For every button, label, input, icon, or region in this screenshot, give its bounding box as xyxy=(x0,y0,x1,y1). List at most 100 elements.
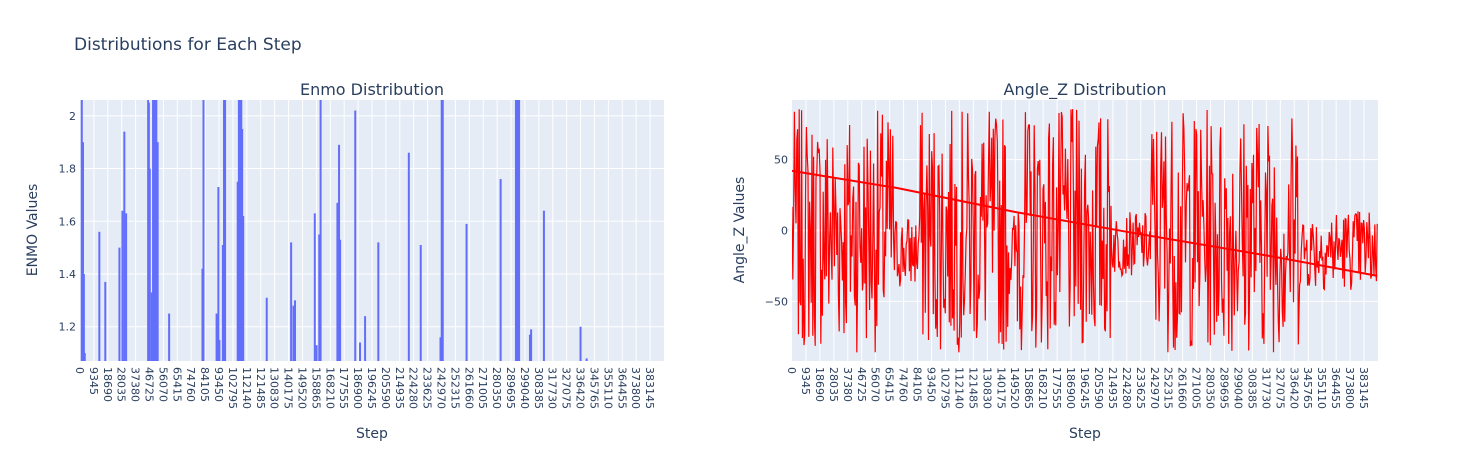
enmo-bar xyxy=(236,181,239,361)
x-tick-label: 280350 xyxy=(490,367,503,409)
enmo-bar xyxy=(354,110,357,361)
x-tick-label: 158865 xyxy=(309,367,322,409)
figure-title: Distributions for Each Step xyxy=(74,35,302,55)
enmo-bar xyxy=(514,100,517,361)
enmo-bar xyxy=(168,313,171,361)
x-tick-label: 102795 xyxy=(226,367,239,409)
x-tick-label: 327075 xyxy=(1273,367,1286,409)
x-tick-label: 364455 xyxy=(1329,367,1342,409)
x-tick-label: 214935 xyxy=(393,367,406,409)
x-tick-label: 233625 xyxy=(1134,367,1147,409)
x-tick-label: 37380 xyxy=(841,367,854,402)
enmo-bar xyxy=(241,129,244,361)
x-tick-label: 46725 xyxy=(143,367,156,402)
enmo-bar xyxy=(585,358,588,361)
enmo-bar xyxy=(530,329,533,361)
x-tick-label: 177555 xyxy=(1050,367,1063,409)
x-tick-label: 168210 xyxy=(1036,367,1049,409)
enmo-bar xyxy=(82,274,85,361)
enmo-bar xyxy=(517,100,520,361)
enmo-bar xyxy=(339,239,342,361)
x-tick-label: 317730 xyxy=(546,367,559,409)
x-tick-label: 65415 xyxy=(170,367,183,402)
enmo-bar xyxy=(215,313,218,361)
x-tick-label: 0 xyxy=(73,367,86,374)
x-tick-label: 308385 xyxy=(1245,367,1258,409)
x-tick-label: 373800 xyxy=(1343,367,1356,409)
x-tick-label: 261660 xyxy=(462,367,475,409)
x-tick-label: 149520 xyxy=(1008,367,1021,409)
angle-series-line xyxy=(792,109,1378,353)
x-tick-label: 196245 xyxy=(365,367,378,409)
enmo-bar xyxy=(155,100,158,361)
x-tick-label: 271005 xyxy=(1190,367,1203,409)
x-tick-label: 18690 xyxy=(813,367,826,402)
y-tick-label: 2 xyxy=(69,110,76,123)
x-tick-label: 74760 xyxy=(897,367,910,402)
enmo-bar xyxy=(156,142,159,361)
x-tick-label: 9345 xyxy=(87,367,100,395)
enmo-bar xyxy=(239,100,242,361)
x-tick-label: 93450 xyxy=(925,367,938,402)
enmo-bar xyxy=(441,100,444,361)
x-tick-label: 130830 xyxy=(980,367,993,409)
enmo-bar xyxy=(465,223,468,361)
enmo-bar xyxy=(80,100,83,361)
enmo-bar xyxy=(292,305,295,361)
x-tick-label: 252315 xyxy=(1162,367,1175,409)
x-tick-label: 177555 xyxy=(337,367,350,409)
enmo-subplot: 1.2 1.4 1.6 1.8 2 0 9345 18690 28035 37380 46725 5… xyxy=(25,80,664,442)
y-tick-label: 1.8 xyxy=(59,163,77,176)
enmo-bar xyxy=(223,100,226,361)
y-tick-label: 1.6 xyxy=(59,215,77,228)
x-tick-label: 205590 xyxy=(379,367,392,409)
x-tick-label: 112140 xyxy=(952,367,965,409)
enmo-bar xyxy=(440,100,443,361)
enmo-bar xyxy=(152,100,155,361)
enmo-bar xyxy=(154,100,157,361)
enmo-bar xyxy=(579,326,582,361)
enmo-bar xyxy=(202,100,205,361)
enmo-bar xyxy=(319,100,322,361)
x-tick-label: 355110 xyxy=(1315,367,1328,409)
enmo-bar xyxy=(121,210,124,361)
x-tick-label: 121485 xyxy=(254,367,267,409)
enmo-bar xyxy=(290,242,293,361)
enmo-bar xyxy=(407,152,410,361)
enmo-subplot-title: Enmo Distribution xyxy=(300,80,444,99)
y-tick-label: 50 xyxy=(774,154,788,167)
x-tick-label: 37380 xyxy=(129,367,142,402)
enmo-bar xyxy=(153,100,156,361)
x-tick-label: 56070 xyxy=(156,367,169,402)
enmo-bar xyxy=(217,187,220,361)
enmo-bar xyxy=(237,100,240,361)
enmo-bar xyxy=(123,131,126,361)
enmo-bar xyxy=(315,345,318,361)
enmo-bar xyxy=(81,142,84,361)
x-tick-label: 383145 xyxy=(643,367,656,409)
x-tick-label: 149520 xyxy=(295,367,308,409)
x-tick-label: 317730 xyxy=(1259,367,1272,409)
x-tick-label: 9345 xyxy=(799,367,812,395)
x-tick-label: 308385 xyxy=(532,367,545,409)
x-tick-label: 121485 xyxy=(966,367,979,409)
enmo-bar xyxy=(499,179,502,361)
x-tick-label: 168210 xyxy=(323,367,336,409)
enmo-bar xyxy=(439,337,442,361)
x-tick-label: 112140 xyxy=(240,367,253,409)
enmo-bar xyxy=(104,281,107,361)
x-tick-label: 28035 xyxy=(115,367,128,402)
enmo-bar xyxy=(419,245,422,361)
x-tick-label: 196245 xyxy=(1078,367,1091,409)
x-tick-label: 252315 xyxy=(448,367,461,409)
x-tick-label: 224280 xyxy=(1120,367,1133,409)
enmo-x-axis-title: Step xyxy=(356,426,388,442)
x-tick-label: 336420 xyxy=(1287,367,1300,409)
x-tick-label: 345765 xyxy=(587,367,600,409)
enmo-bar xyxy=(224,100,227,361)
x-tick-label: 214935 xyxy=(1106,367,1119,409)
x-tick-label: 355110 xyxy=(601,367,614,409)
x-tick-label: 56070 xyxy=(869,367,882,402)
x-tick-label: 186900 xyxy=(351,367,364,409)
